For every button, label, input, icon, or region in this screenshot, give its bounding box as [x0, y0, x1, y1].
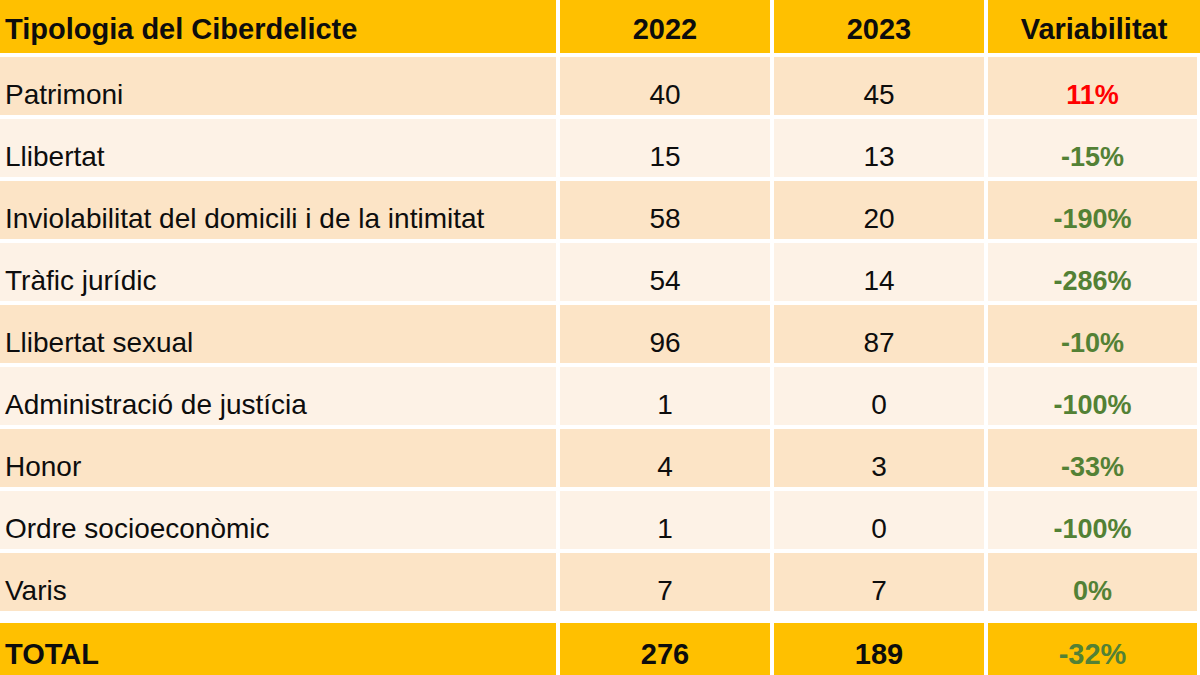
value-2023: 14 [774, 243, 984, 301]
variability-value: -286% [988, 243, 1197, 301]
value-2022: 58 [560, 181, 770, 239]
value-2023: 7 [774, 553, 984, 611]
value-2022: 1 [560, 491, 770, 549]
total-2023: 189 [774, 623, 984, 675]
variability-value: -100% [988, 491, 1197, 549]
value-2023: 45 [774, 57, 984, 115]
value-2022: 4 [560, 429, 770, 487]
total-2022: 276 [560, 623, 770, 675]
table-row-varis: Varis 7 7 0% [0, 553, 1200, 611]
variability-value: 0% [988, 553, 1197, 611]
table-total-row: TOTAL 276 189 -32% [0, 623, 1200, 675]
column-header-2022: 2022 [560, 0, 770, 53]
column-header-2023: 2023 [774, 0, 984, 53]
row-label: Llibertat sexual [0, 305, 556, 363]
column-header-variability: Variabilitat [988, 0, 1200, 53]
table-row-patrimoni: Patrimoni 40 45 11% [0, 57, 1200, 115]
row-label: Administració de justícia [0, 367, 556, 425]
value-2022: 15 [560, 119, 770, 177]
total-variability: -32% [988, 623, 1197, 675]
table-row-inviolabilitat: Inviolabilitat del domicili i de la inti… [0, 181, 1200, 239]
value-2023: 0 [774, 491, 984, 549]
table-header-row: Tipologia del Ciberdelicte 2022 2023 Var… [0, 0, 1200, 53]
value-2023: 3 [774, 429, 984, 487]
table-row-honor: Honor 4 3 -33% [0, 429, 1200, 487]
row-label: Honor [0, 429, 556, 487]
variability-value: -10% [988, 305, 1197, 363]
value-2022: 40 [560, 57, 770, 115]
row-label: Inviolabilitat del domicili i de la inti… [0, 181, 556, 239]
cybercrime-typology-table: Tipologia del Ciberdelicte 2022 2023 Var… [0, 0, 1200, 675]
value-2022: 96 [560, 305, 770, 363]
value-2023: 87 [774, 305, 984, 363]
value-2022: 54 [560, 243, 770, 301]
table-row-ordre-socioeconomic: Ordre socioeconòmic 1 0 -100% [0, 491, 1200, 549]
table-row-llibertat: Llibertat 15 13 -15% [0, 119, 1200, 177]
variability-value: 11% [988, 57, 1197, 115]
row-label: Tràfic jurídic [0, 243, 556, 301]
value-2023: 0 [774, 367, 984, 425]
row-label: Patrimoni [0, 57, 556, 115]
variability-value: -33% [988, 429, 1197, 487]
table-row-llibertat-sexual: Llibertat sexual 96 87 -10% [0, 305, 1200, 363]
value-2022: 7 [560, 553, 770, 611]
value-2022: 1 [560, 367, 770, 425]
row-label: Llibertat [0, 119, 556, 177]
value-2023: 20 [774, 181, 984, 239]
variability-value: -190% [988, 181, 1197, 239]
row-label: Varis [0, 553, 556, 611]
table-row-administracio-justicia: Administració de justícia 1 0 -100% [0, 367, 1200, 425]
table-row-trafic-juridic: Tràfic jurídic 54 14 -286% [0, 243, 1200, 301]
column-header-typology: Tipologia del Ciberdelicte [0, 0, 556, 53]
value-2023: 13 [774, 119, 984, 177]
total-label: TOTAL [0, 623, 556, 675]
variability-value: -100% [988, 367, 1197, 425]
row-label: Ordre socioeconòmic [0, 491, 556, 549]
variability-value: -15% [988, 119, 1197, 177]
